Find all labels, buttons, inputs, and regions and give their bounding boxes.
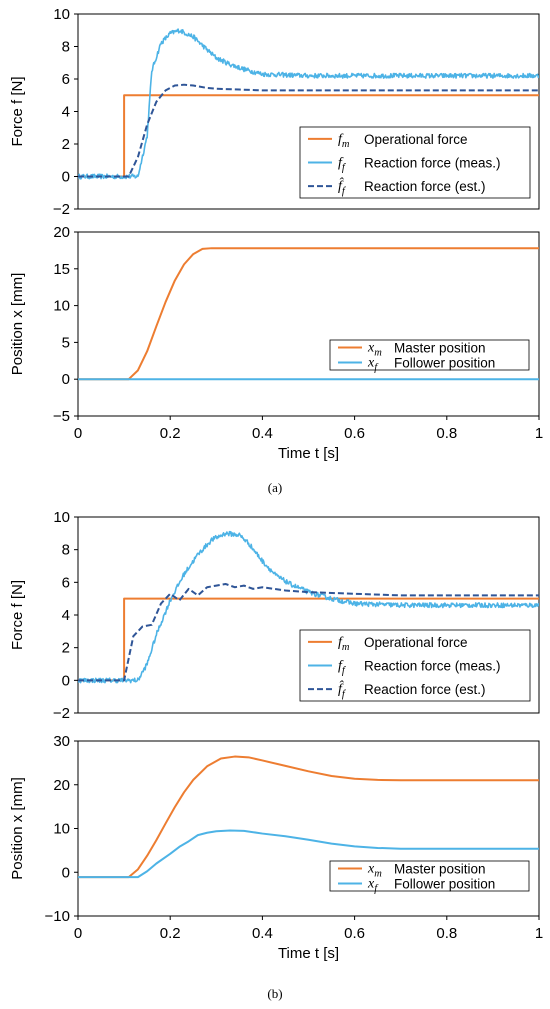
y-tick-label: 8 (62, 542, 70, 559)
x-axis-label: Time t [s] (278, 445, 339, 462)
series-line-estimated (78, 582, 539, 682)
x-tick-label: 1 (535, 925, 543, 942)
y-tick-label: 8 (62, 39, 70, 56)
y-axis-label: Force f [N] (9, 76, 26, 146)
y-axis-label: Position x [mm] (9, 273, 26, 376)
legend-frame (329, 860, 530, 892)
y-tick-label: 20 (53, 777, 70, 794)
x-tick-label: 0 (74, 425, 82, 442)
y-tick-label: 15 (53, 261, 70, 278)
legend-frame (299, 126, 531, 199)
legend-label: Reaction force (meas.) (364, 659, 501, 674)
x-tick-label: 0.8 (436, 925, 457, 942)
legend-symbol: xm (367, 862, 382, 880)
y-axis-label: Force f [N] (9, 580, 26, 650)
series-line-measured (78, 28, 539, 180)
y-tick-label: −10 (45, 908, 70, 925)
legend: fm Operational force ff Reaction force (mea… (299, 629, 531, 702)
y-tick-label: 2 (62, 640, 70, 657)
legend-label: Master position (394, 862, 486, 877)
x-tick-label: 0.4 (252, 425, 273, 442)
series-line-estimated (78, 83, 539, 178)
y-tick-label: 2 (62, 136, 70, 153)
x-tick-label: 0.6 (344, 925, 365, 942)
y-tick-label: 4 (62, 104, 70, 121)
legend-symbol: fm (338, 132, 350, 150)
x-tick-label: 0.6 (344, 425, 365, 442)
y-tick-label: −5 (53, 408, 70, 425)
y-tick-label: 10 (53, 6, 70, 23)
y-tick-label: 6 (62, 574, 70, 591)
y-tick-label: 4 (62, 607, 70, 624)
legend-label: Reaction force (meas.) (364, 156, 501, 171)
x-tick-label: 0.8 (436, 425, 457, 442)
legend-frame (299, 629, 531, 702)
legend-symbol: ff (338, 156, 347, 174)
legend-label: Follower position (394, 356, 495, 371)
legend-label: Reaction force (est.) (364, 179, 486, 194)
y-axis-label: Position x [mm] (9, 777, 26, 880)
y-tick-label: 0 (62, 371, 70, 388)
series-line-follower (78, 829, 539, 879)
y-tick-label: 10 (53, 509, 70, 526)
legend-symbol: xm (367, 341, 382, 359)
legend-label: Follower position (394, 877, 495, 892)
plot-frame (77, 231, 540, 417)
legend-label: Operational force (364, 635, 468, 650)
y-tick-label: 10 (53, 821, 70, 838)
y-tick-label: 6 (62, 71, 70, 88)
legend-label: Operational force (364, 132, 468, 147)
legend-frame (329, 339, 530, 371)
series-line-measured (78, 530, 539, 684)
figure-caption: (b) (267, 986, 282, 1001)
y-tick-label: −2 (53, 201, 70, 218)
legend-symbol: xf (367, 877, 379, 895)
y-tick-label: −2 (53, 705, 70, 722)
legend-symbol: f̂f (338, 177, 347, 197)
x-tick-label: 0.4 (252, 925, 273, 942)
series-line-master (78, 247, 539, 381)
legend: fm Operational force ff Reaction force (mea… (299, 126, 531, 199)
legend-symbol: f̂f (338, 680, 347, 700)
y-tick-label: 5 (62, 334, 70, 351)
y-tick-label: 20 (53, 224, 70, 241)
legend-symbol: ff (338, 659, 347, 677)
legend-symbol: fm (338, 635, 350, 653)
legend: xm Master position xf Follower position (329, 860, 530, 895)
x-axis-label: Time t [s] (278, 945, 339, 962)
legend-symbol: xf (367, 356, 379, 374)
y-tick-label: 0 (62, 864, 70, 881)
x-tick-label: 0 (74, 925, 82, 942)
x-tick-label: 0.2 (160, 925, 181, 942)
y-tick-label: 30 (53, 733, 70, 750)
legend-label: Master position (394, 341, 486, 356)
y-tick-label: 0 (62, 169, 70, 186)
y-tick-label: 10 (53, 298, 70, 315)
series-line-master (78, 755, 539, 879)
y-tick-label: 0 (62, 672, 70, 689)
x-tick-label: 0.2 (160, 425, 181, 442)
legend-label: Reaction force (est.) (364, 682, 486, 697)
x-tick-label: 1 (535, 425, 543, 442)
legend: xm Master position xf Follower position (329, 339, 530, 374)
figure-caption: (a) (268, 480, 282, 495)
